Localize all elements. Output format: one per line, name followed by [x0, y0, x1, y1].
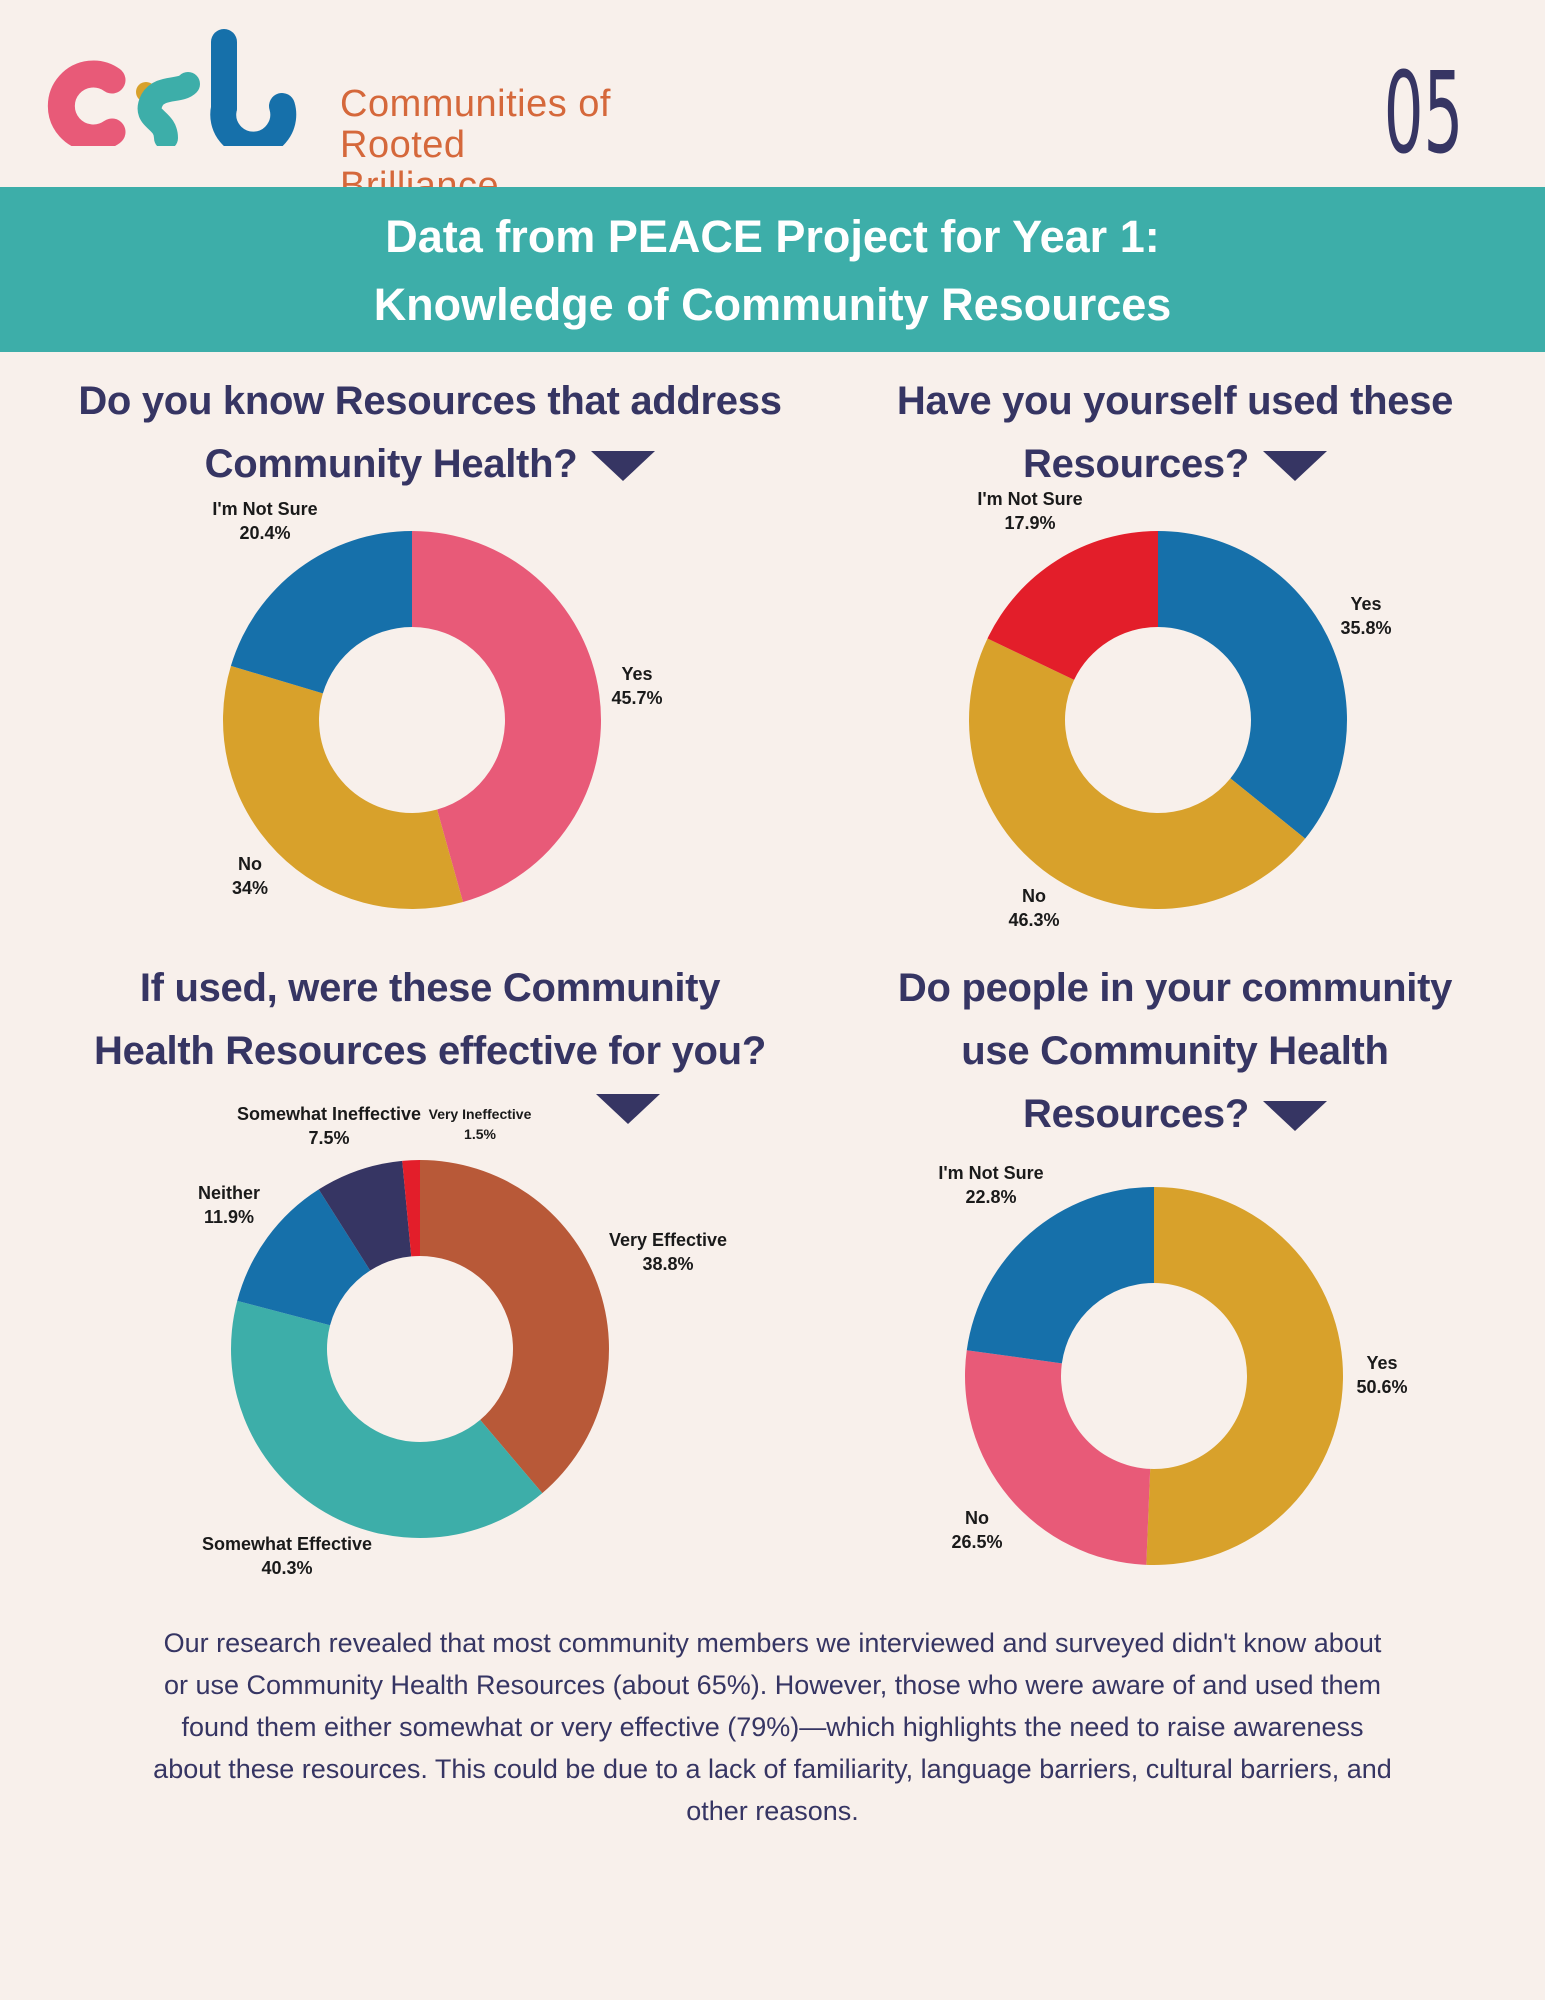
triangle-down-icon [1263, 1101, 1327, 1132]
chart2-slice-no [968, 638, 1306, 909]
chart2-slice-yes [1158, 531, 1347, 839]
chart1-label-value: 45.7% [611, 688, 662, 708]
chart3-slice-very-ineffective [402, 1160, 420, 1257]
chart3-label-category: Somewhat Ineffective [237, 1104, 421, 1124]
chart2-label-value: 17.9% [1004, 513, 1055, 533]
chart3-slice-neither [237, 1189, 371, 1326]
donut-charts: Yes 45.7% No 34% I'm Not Sure 20.4% Yes 35.8% No… [198, 489, 1408, 1578]
chart4-title-line3: Resources? [1023, 1092, 1249, 1136]
chart3-slice-very-effective [420, 1160, 609, 1494]
chart1-slice-yes [412, 531, 602, 902]
chart4-label-category: I'm Not Sure [938, 1163, 1043, 1183]
chart1-title-line1: Do you know Resources that address [78, 379, 782, 423]
chart2-label-category: Yes [1350, 594, 1381, 614]
chart3-label-value: 40.3% [261, 1558, 312, 1578]
chart2-title-line1: Have you yourself used these [896, 379, 1454, 423]
chart1-label-category: I'm Not Sure [212, 499, 317, 519]
chart4-slice-i-m-not-sure [966, 1187, 1154, 1364]
chart4-title-line2: use Community Health [961, 1029, 1389, 1073]
chart3-label-category: Very Effective [609, 1230, 727, 1250]
chart3-label-value: 11.9% [204, 1207, 254, 1227]
chart4-slice-no [965, 1350, 1151, 1565]
chart4-label-category: No [965, 1508, 989, 1528]
triangle-down-icon [1263, 451, 1327, 482]
chart2-label-value: 35.8% [1340, 618, 1391, 638]
page-title-line2: Knowledge of Community Resources [373, 279, 1172, 330]
chart3-label-category: Very Ineffective [429, 1106, 532, 1122]
chart1-label-value: 20.4% [239, 523, 290, 543]
triangle-down-icon [591, 451, 656, 482]
chart3-label-category: Neither [198, 1183, 260, 1203]
chart1-title: Do you know Resources that address Commu… [30, 370, 830, 496]
chart3-label-value: 7.5% [308, 1128, 349, 1148]
page-number: 05 [1383, 49, 1463, 179]
chart4-slice-yes [1146, 1187, 1344, 1566]
chart3-title: If used, were these Community Health Res… [30, 957, 830, 1083]
chart1-label-category: No [238, 854, 262, 874]
chart4-label-value: 50.6% [1356, 1377, 1407, 1397]
chart1-title-line2: Community Health? [204, 442, 578, 486]
chart4-label-value: 22.8% [965, 1187, 1016, 1207]
chart2-slice-i-m-not-sure [987, 531, 1158, 680]
chart3-title-line2: Health Resources effective for you? [94, 1029, 766, 1073]
chart2-title: Have you yourself used these Resources? [855, 370, 1495, 496]
crb-logo-mark [47, 29, 297, 158]
chart3-label-value: 38.8% [642, 1254, 693, 1274]
page-title-banner: Data from PEACE Project for Year 1: Know… [0, 187, 1545, 352]
chart1-slice-i-m-not-sure [230, 531, 412, 694]
page-title-line1: Data from PEACE Project for Year 1: [385, 211, 1160, 262]
chart2-label-value: 46.3% [1008, 910, 1059, 930]
chart4-label-category: Yes [1366, 1353, 1397, 1373]
chart2-label-category: No [1022, 886, 1046, 906]
chart2-title-line2: Resources? [1023, 442, 1249, 486]
chart4-title-line1: Do people in your community [897, 966, 1453, 1010]
chart4-label-value: 26.5% [951, 1532, 1002, 1552]
chart1-label-value: 34% [232, 878, 268, 898]
chart3-label-value: 1.5% [464, 1126, 496, 1142]
chart2-label-category: I'm Not Sure [977, 489, 1082, 509]
org-name-line1: Communities of [340, 83, 611, 125]
chart4-title: Do people in your community use Communit… [855, 957, 1495, 1146]
summary-text: Our research revealed that most communit… [153, 1628, 1392, 1826]
chart3-label-category: Somewhat Effective [202, 1534, 372, 1554]
chart3-title-line1: If used, were these Community [139, 966, 721, 1010]
chart3-slice-somewhat-effective [230, 1300, 543, 1539]
chart1-label-category: Yes [621, 664, 652, 684]
chart3-slice-somewhat-ineffective [318, 1160, 412, 1271]
triangle-down-icon [596, 1094, 660, 1124]
chart1-slice-no [222, 665, 463, 910]
